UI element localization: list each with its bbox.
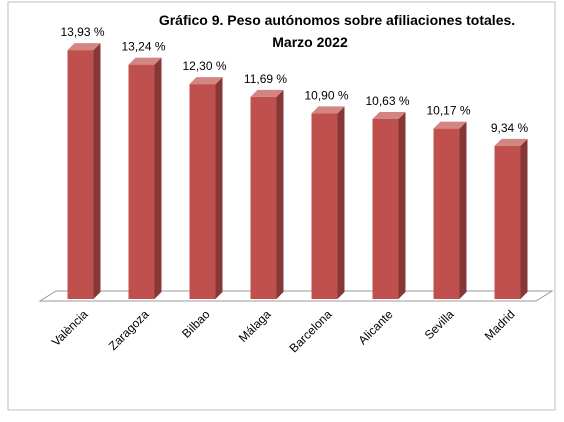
bar-top	[189, 77, 223, 85]
bar	[67, 43, 101, 299]
data-label: 13,93 %	[60, 25, 104, 39]
bar-top	[433, 121, 467, 129]
bar-front	[189, 84, 216, 300]
chart-title: Marzo 2022	[272, 34, 348, 50]
bar-side	[337, 106, 345, 299]
bar-front	[372, 119, 399, 299]
bar-front	[67, 50, 94, 299]
bar	[128, 57, 162, 300]
data-label: 10,63 %	[365, 94, 409, 108]
data-label: 9,34 %	[491, 121, 529, 135]
bar-side	[276, 89, 284, 299]
bar-front	[311, 113, 338, 299]
bar	[311, 106, 345, 299]
data-label: 11,69 %	[244, 72, 287, 86]
bar	[494, 138, 528, 299]
bar-top	[128, 57, 162, 65]
bar-side	[520, 138, 528, 299]
bar	[433, 121, 467, 300]
bar-side	[398, 112, 406, 299]
bar-front	[433, 128, 460, 299]
bar-top	[67, 43, 101, 51]
bar-top	[250, 89, 284, 97]
bar	[372, 112, 406, 299]
bar-side	[93, 43, 101, 299]
bar-top	[494, 138, 528, 146]
data-label: 13,24 %	[121, 40, 165, 54]
data-label: 10,90 %	[304, 88, 348, 102]
bar-top	[311, 106, 345, 114]
bar	[250, 89, 284, 299]
bar-side	[154, 57, 162, 299]
data-label: 12,30 %	[182, 59, 226, 73]
bar	[189, 77, 223, 300]
chart-title: Gráfico 9. Peso autónomos sobre afiliaci…	[159, 12, 515, 28]
bar-side	[215, 77, 223, 300]
floor	[38, 290, 554, 302]
bar-front	[494, 145, 521, 299]
bar-side	[459, 121, 467, 300]
data-label: 10,17 %	[426, 104, 470, 118]
bar-front	[128, 64, 155, 300]
bar-front	[250, 96, 277, 299]
bar-top	[372, 112, 406, 120]
